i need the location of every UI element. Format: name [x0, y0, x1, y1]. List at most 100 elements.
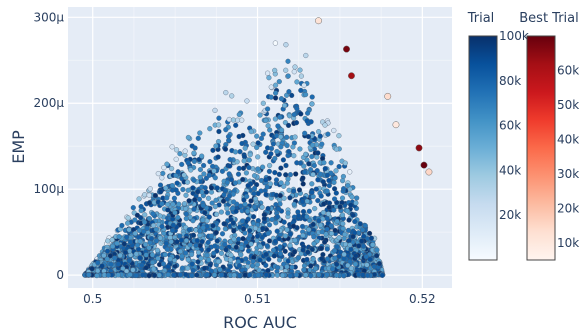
trial-point [222, 226, 228, 232]
trial-point [179, 265, 186, 271]
trial-point [325, 211, 331, 217]
trial-point [273, 82, 279, 88]
trial-point [307, 217, 313, 223]
trial-point [329, 230, 335, 237]
trial-point [190, 267, 196, 274]
trial-point [190, 185, 196, 191]
best-trial-point [315, 17, 322, 25]
trial-point [185, 257, 191, 263]
trial-point [216, 122, 222, 128]
trial-point [133, 251, 139, 257]
trial-point [197, 232, 203, 238]
trial-point [297, 67, 303, 73]
trial-point [164, 246, 170, 252]
trial-point [232, 180, 238, 186]
colorbar-tick-label: 80k [499, 74, 521, 88]
y-tick-label: 300μ [33, 10, 64, 24]
trial-point [212, 204, 218, 210]
trial-point [248, 129, 254, 135]
trial-point [133, 272, 139, 279]
trial-point [169, 227, 176, 233]
trial-point [185, 134, 191, 141]
trial-point [308, 273, 314, 279]
trial-point [261, 216, 267, 222]
trial-point [195, 189, 201, 195]
trial-point [255, 166, 261, 172]
trial-point [367, 230, 373, 236]
trial-point [230, 117, 236, 123]
trial-point [291, 249, 298, 255]
trial-point [226, 193, 233, 199]
trial-point [277, 192, 283, 199]
trial-point [197, 167, 203, 173]
trial-point [158, 189, 164, 195]
trial-point [183, 272, 189, 278]
trial-point [308, 119, 314, 125]
trial-point [268, 94, 274, 100]
trial-point [212, 107, 218, 113]
trial-point [130, 205, 136, 211]
colorbar-tick-label: 20k [499, 208, 521, 222]
trial-point [189, 272, 195, 279]
trial-point [179, 161, 185, 167]
trial-point [186, 227, 192, 233]
trial-point [303, 272, 309, 278]
trial-point [270, 247, 277, 253]
trial-point [132, 230, 138, 236]
trial-point [192, 145, 198, 151]
trial-point [310, 142, 316, 148]
trial-point [191, 177, 197, 183]
trial-point [269, 216, 275, 223]
trial-point [214, 211, 220, 217]
trial-point [225, 210, 231, 216]
trial-point [306, 227, 312, 233]
trial-point [346, 217, 352, 223]
colorbar-tick-label: 20k [557, 201, 579, 215]
trial-point [165, 201, 171, 207]
trial-point [304, 256, 310, 263]
trial-point [149, 252, 155, 258]
trial-point [260, 131, 266, 137]
trial-point [302, 130, 308, 136]
trial-point [164, 195, 170, 201]
trial-point [233, 208, 239, 214]
trial-point [303, 151, 309, 157]
trial-point [352, 219, 358, 225]
trial-point [194, 272, 200, 278]
trial-point [250, 258, 256, 265]
trial-point [117, 252, 123, 258]
trial-point [237, 273, 243, 279]
trial-point [209, 200, 215, 206]
trial-point [189, 251, 195, 258]
trial-point [164, 161, 170, 167]
trial-point [340, 226, 346, 232]
trial-point [300, 209, 307, 215]
trial-point [183, 238, 189, 244]
trial-point [226, 171, 232, 177]
trial-point [134, 212, 140, 218]
trial-point [328, 160, 334, 166]
trial-point [182, 148, 188, 154]
trial-point [300, 232, 306, 238]
trial-point [309, 101, 315, 107]
trial-point [354, 195, 360, 201]
trial-point [201, 171, 207, 177]
trial-point [165, 264, 171, 270]
trial-point [183, 250, 189, 256]
trial-point [362, 223, 368, 229]
trial-point [94, 273, 100, 279]
trial-point [121, 241, 127, 247]
trial-point [270, 141, 276, 147]
trial-point [350, 234, 356, 240]
best-trial-colorbar-gradient [526, 35, 556, 261]
colorbar-tick-label: 100k [499, 29, 529, 43]
trial-point [231, 272, 237, 278]
trial-point [268, 151, 274, 157]
trial-point [191, 158, 197, 164]
trial-point [252, 225, 259, 231]
trial-point [304, 214, 310, 220]
trial-point [210, 147, 216, 153]
trial-point [112, 255, 118, 261]
trial-point [148, 235, 155, 242]
trial-point [316, 129, 322, 135]
